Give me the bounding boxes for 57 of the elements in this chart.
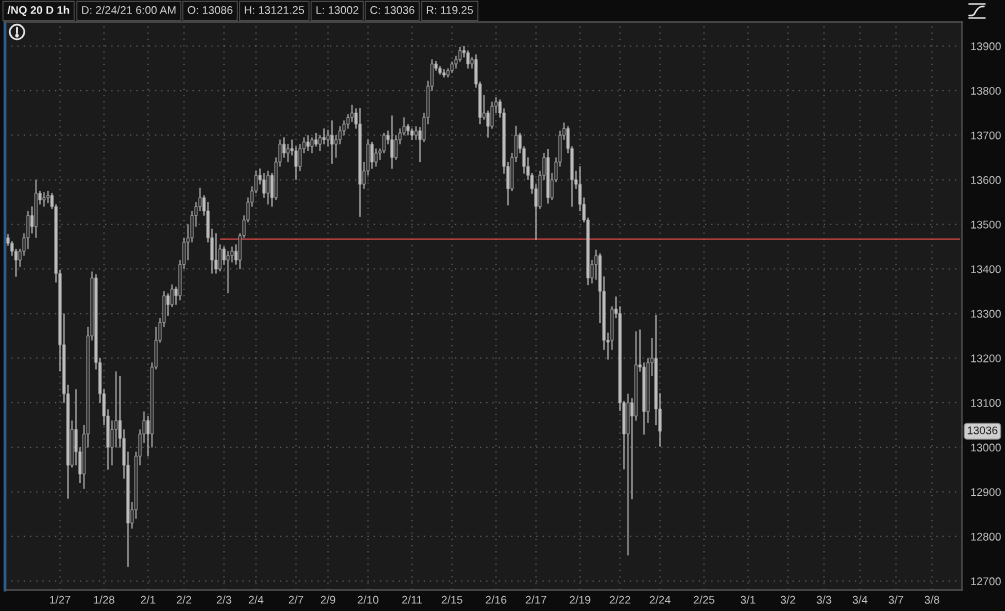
text: C: 13036 xyxy=(370,6,415,14)
x-tick-label: 3/3 xyxy=(816,595,832,604)
y-tick-label: 12900 xyxy=(971,488,1001,497)
candlestick xyxy=(330,120,334,165)
x-tick-label: 3/4 xyxy=(852,595,868,604)
y-tick-label: 13900 xyxy=(971,42,1001,51)
x-tick-label: 3/8 xyxy=(924,595,940,604)
y-tick-label: 12800 xyxy=(971,532,1001,541)
candlestick xyxy=(390,115,394,170)
x-tick-label: 2/7 xyxy=(288,595,304,604)
candlestick xyxy=(226,250,230,294)
x-tick-label: 1/28 xyxy=(94,595,115,604)
y-tick-label: 12700 xyxy=(971,577,1001,586)
x-tick-label: 2/11 xyxy=(402,595,422,604)
candlestick xyxy=(42,191,46,207)
candlestick xyxy=(626,393,630,556)
x-tick-label: 2/3 xyxy=(216,595,232,604)
x-tick-label: 2/2 xyxy=(176,595,192,604)
y-tick-label: 13400 xyxy=(971,265,1001,274)
text: H: 13121.25 xyxy=(244,6,305,14)
x-tick-label: 3/7 xyxy=(888,595,904,604)
y-tick-label: 13800 xyxy=(971,86,1001,95)
x-tick-label: 2/22 xyxy=(609,595,631,604)
y-tick-label: 13000 xyxy=(971,443,1001,452)
x-tick-label: 3/1 xyxy=(740,595,756,604)
candlestick xyxy=(214,232,218,274)
x-tick-label: 2/24 xyxy=(649,595,671,604)
y-tick-label: 13200 xyxy=(971,354,1001,363)
x-tick-label: 3/2 xyxy=(780,595,796,604)
y-tick-label: 13100 xyxy=(971,399,1001,407)
x-tick-label: 2/1 xyxy=(140,595,156,604)
x-tick-label: 2/10 xyxy=(357,595,379,604)
y-tick-label: 13600 xyxy=(971,176,1001,184)
x-tick-label: 1/27 xyxy=(50,595,71,604)
x-tick-label: 2/4 xyxy=(248,595,264,604)
y-tick-label: 13300 xyxy=(971,309,1001,318)
candlestick xyxy=(358,107,362,218)
text: L: 13002 xyxy=(316,6,359,14)
candlestick xyxy=(438,65,442,75)
annotation: 13036 xyxy=(967,426,998,435)
candlestick xyxy=(546,148,550,204)
x-tick-label: 2/25 xyxy=(693,595,715,604)
candlestick xyxy=(34,179,38,239)
candlestick xyxy=(442,68,446,78)
x-tick-label: 2/15 xyxy=(441,595,463,604)
text: R: 119.25 xyxy=(426,6,473,14)
x-tick-label: 2/19 xyxy=(569,595,591,604)
x-tick-label: 2/9 xyxy=(320,595,336,604)
y-tick-label: 13500 xyxy=(971,220,1001,229)
chart-title: /NQ 20 D 1h xyxy=(7,5,70,17)
text: O: 13086 xyxy=(187,6,233,14)
text: D: 2/24/21 6:00 AM xyxy=(82,5,176,14)
candlestick xyxy=(266,170,270,205)
x-tick-label: 2/16 xyxy=(485,595,507,604)
x-tick-label: 2/17 xyxy=(525,595,547,604)
candlestick xyxy=(306,134,310,152)
y-tick-label: 13700 xyxy=(971,131,1001,140)
